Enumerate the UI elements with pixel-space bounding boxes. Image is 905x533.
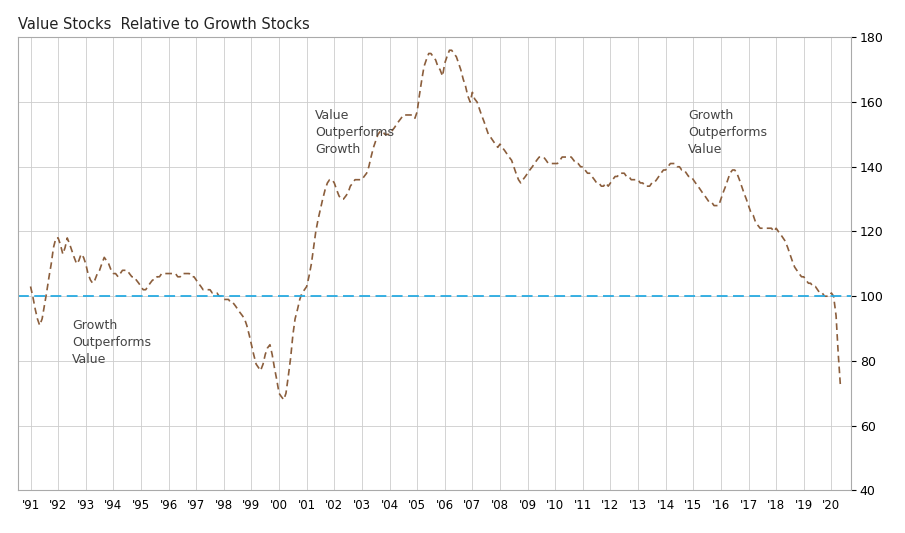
Text: Growth
Outperforms
Value: Growth Outperforms Value xyxy=(688,109,767,156)
Text: Growth
Outperforms
Value: Growth Outperforms Value xyxy=(72,319,151,366)
Text: Value
Outperforms
Growth: Value Outperforms Growth xyxy=(315,109,394,156)
Text: Value Stocks  Relative to Growth Stocks: Value Stocks Relative to Growth Stocks xyxy=(18,17,310,32)
